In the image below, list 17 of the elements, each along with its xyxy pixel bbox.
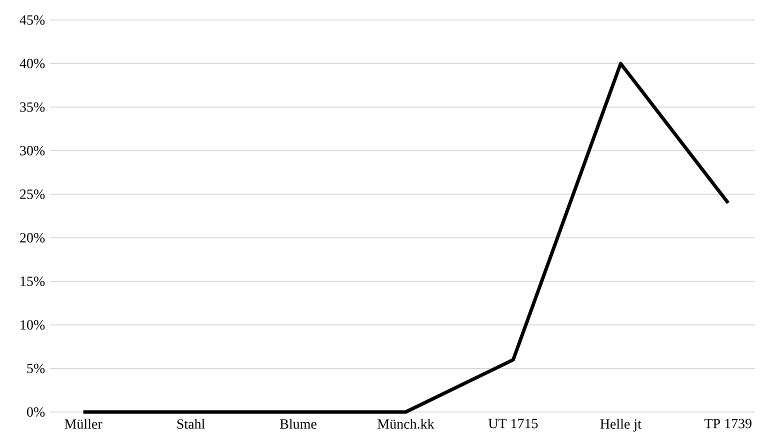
x-tick-label: Stahl — [177, 418, 205, 429]
y-tick-label: 30% — [20, 146, 45, 156]
y-tick-label: 5% — [27, 364, 45, 374]
y-tick-label: 35% — [20, 102, 45, 112]
x-tick-label: Helle jt — [600, 418, 642, 432]
y-tick-label: 20% — [20, 233, 45, 243]
y-tick-label: 40% — [20, 58, 45, 68]
x-tick-label: UT 1715 — [488, 418, 538, 428]
y-tick-label: 25% — [20, 189, 45, 199]
y-tick-label: 45% — [20, 15, 45, 25]
y-tick-label: 10% — [20, 320, 45, 330]
y-tick-label: 15% — [20, 276, 45, 286]
x-tick-label: Müller — [64, 418, 102, 429]
x-tick-label: Blume — [280, 418, 316, 429]
y-tick-label: 0% — [27, 407, 45, 417]
x-tick-label: Münch.kk — [378, 418, 434, 429]
x-tick-label: TP 1739 — [704, 418, 752, 428]
